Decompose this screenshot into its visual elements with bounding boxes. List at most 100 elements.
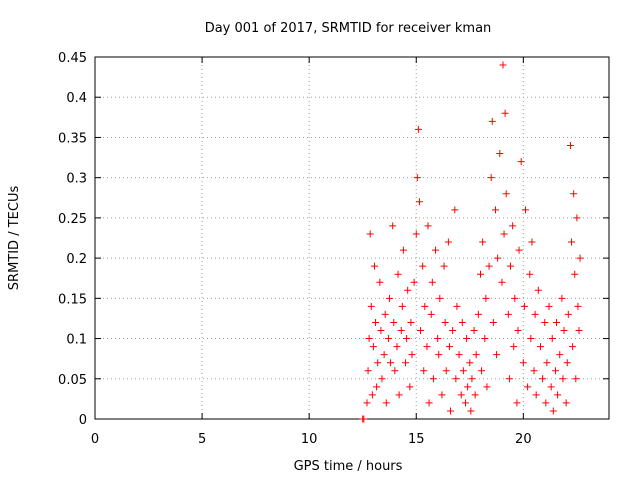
- data-point: [494, 254, 502, 262]
- data-point: [369, 343, 377, 351]
- data-point: [531, 310, 539, 318]
- data-point: [489, 318, 497, 326]
- data-point: [506, 262, 514, 270]
- data-point: [541, 318, 549, 326]
- data-point: [551, 367, 559, 375]
- data-point: [477, 270, 484, 278]
- data-point: [420, 367, 428, 375]
- data-point: [394, 270, 402, 278]
- data-point: [378, 375, 386, 383]
- data-point: [429, 375, 437, 383]
- data-point: [547, 383, 555, 391]
- data-point: [576, 254, 584, 262]
- data-point: [419, 262, 427, 270]
- data-point: [459, 367, 467, 375]
- data-point: [466, 359, 474, 367]
- data-point: [470, 327, 478, 335]
- data-point: [545, 302, 553, 310]
- data-point: [524, 383, 532, 391]
- data-point: [556, 351, 564, 359]
- data-point: [526, 270, 534, 278]
- data-point: [441, 318, 449, 326]
- data-point: [543, 359, 551, 367]
- data-point: [399, 246, 407, 254]
- x-tick-label: 15: [408, 432, 425, 447]
- y-axis-label: SRMTID / TECUs: [7, 186, 22, 291]
- data-point: [560, 327, 568, 335]
- data-point: [402, 359, 410, 367]
- data-point: [553, 318, 561, 326]
- x-axis-label: GPS time / hours: [294, 459, 403, 474]
- data-point: [380, 351, 388, 359]
- data-point: [483, 383, 491, 391]
- y-tick-label: 0.2: [66, 252, 87, 267]
- data-point: [488, 117, 496, 125]
- data-point: [415, 198, 423, 206]
- data-point: [479, 238, 487, 246]
- data-point: [502, 190, 510, 198]
- data-point: [568, 238, 576, 246]
- data-point: [521, 206, 529, 214]
- data-point: [397, 327, 405, 335]
- data-point: [413, 174, 421, 182]
- data-point: [468, 375, 476, 383]
- data-point: [428, 278, 436, 286]
- data-point: [563, 359, 571, 367]
- x-axis-ticks: 0 5 10 15 20: [91, 57, 532, 447]
- data-point: [364, 367, 372, 375]
- data-point: [566, 141, 574, 149]
- data-point: [395, 391, 403, 399]
- plot-frame: [94, 56, 610, 420]
- data-point: [462, 399, 470, 407]
- data-point: [474, 310, 482, 318]
- data-point: [500, 230, 508, 238]
- data-point: [504, 310, 512, 318]
- data-point: [366, 230, 374, 238]
- data-point: [519, 359, 527, 367]
- data-point: [447, 407, 455, 415]
- data-point: [445, 343, 453, 351]
- data-point: [532, 391, 540, 399]
- data-point: [370, 262, 378, 270]
- data-point: [407, 318, 415, 326]
- data-point: [510, 343, 518, 351]
- data-point: [481, 335, 489, 343]
- data-point: [408, 351, 416, 359]
- data-point: [573, 214, 581, 222]
- data-point: [514, 327, 522, 335]
- data-point: [363, 399, 371, 407]
- data-point: [412, 230, 420, 238]
- data-point: [527, 335, 535, 343]
- data-point: [436, 294, 444, 302]
- data-point: [499, 61, 507, 69]
- data-point: [410, 278, 418, 286]
- data-point: [381, 310, 389, 318]
- data-point: [427, 310, 435, 318]
- data-point: [444, 238, 452, 246]
- data-point: [505, 375, 513, 383]
- y-tick-label: 0.05: [58, 373, 87, 388]
- data-point: [390, 318, 398, 326]
- data-point: [425, 399, 433, 407]
- data-point: [440, 262, 448, 270]
- data-point: [360, 415, 368, 423]
- data-point: [434, 335, 442, 343]
- data-point: [449, 327, 457, 335]
- data-point: [536, 343, 544, 351]
- data-point: [501, 109, 509, 117]
- data-point: [382, 399, 390, 407]
- data-point: [391, 367, 399, 375]
- data-point: [404, 286, 412, 294]
- data-point: [562, 399, 570, 407]
- data-point: [511, 294, 519, 302]
- data-point: [496, 150, 504, 158]
- data-point: [534, 286, 542, 294]
- data-point: [372, 318, 380, 326]
- data-point: [539, 375, 547, 383]
- data-points: [359, 61, 584, 423]
- data-point: [478, 367, 486, 375]
- data-point: [471, 391, 479, 399]
- data-point: [487, 174, 495, 182]
- data-point: [452, 375, 460, 383]
- data-point: [424, 222, 432, 230]
